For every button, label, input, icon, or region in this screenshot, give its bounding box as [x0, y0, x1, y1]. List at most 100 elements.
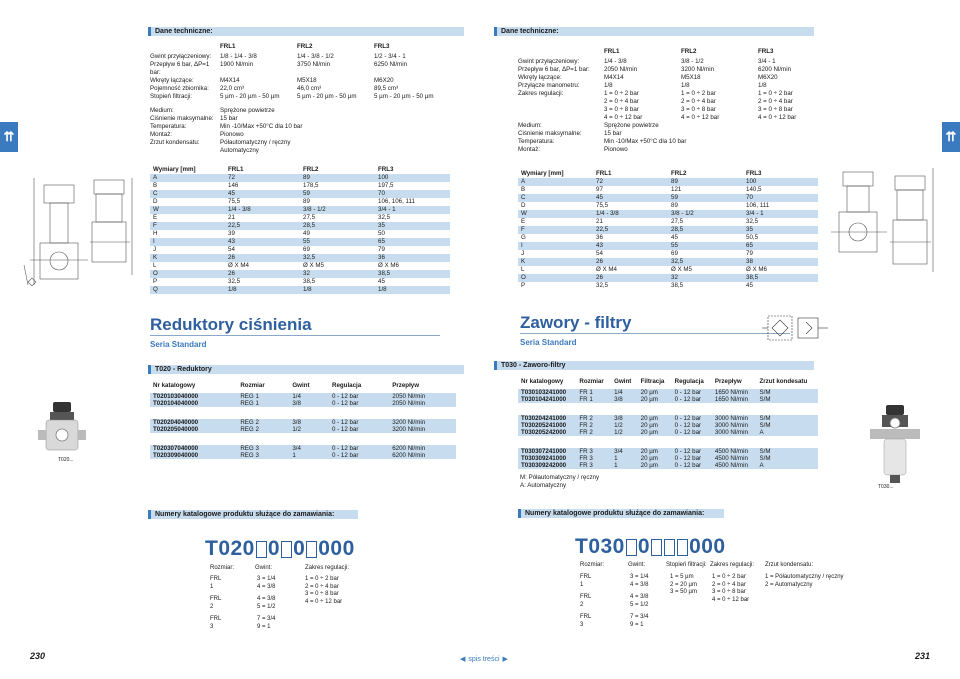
dim-cell: 22,5	[593, 226, 668, 234]
prod-cell: 1/4	[289, 393, 329, 400]
spec-row: Medium: Sprężone powietrze	[518, 122, 835, 130]
spec-label: Zrzut kondensatu:	[150, 139, 200, 146]
dim-row: B 146 178,5 197,5	[150, 182, 450, 190]
dim-cell: 45	[375, 278, 450, 286]
pneumatic-symbol	[762, 315, 828, 341]
dim-row: W 1/4 - 3/8 3/8 - 1/2 3/4 - 1	[150, 206, 450, 214]
order-suffix: 000	[318, 537, 355, 560]
prod-cell: 0 - 12 bar	[328, 393, 390, 400]
prod-cell: 4500 Nl/min	[711, 455, 757, 462]
prod-cell: 3/8	[611, 396, 638, 403]
spec-value: 3/8 - 1/2	[681, 58, 704, 65]
prod-header: Nr katalogowy	[518, 378, 577, 385]
spec-label: Gwint przyłączeniowy:	[150, 53, 212, 60]
spec-row: Zrzut kondensatu: Półautomatyczny / ręczn…	[150, 139, 451, 147]
dim-cell: 26	[593, 274, 668, 282]
dim-cell: 38,5	[668, 282, 743, 290]
dim-cell: 50	[375, 230, 450, 238]
spec-value: 4 = 0 ÷ 12 bar	[758, 114, 797, 121]
product-photo	[870, 405, 920, 483]
table-row: T030307241000 FR 3 3/4 20 µm 0 - 12 bar 4500 …	[518, 448, 818, 455]
dim-cell: A	[518, 178, 593, 186]
side-tab-icon: ⇈	[0, 122, 18, 152]
dim-cell: P	[518, 282, 593, 290]
prod-cell: 1	[611, 462, 638, 469]
spec-row: Montaż: Pionowo	[518, 146, 835, 154]
prod-cell: 3000 Nl/min	[711, 415, 757, 422]
dim-cell: 59	[300, 190, 375, 198]
spec-value: M5X18	[681, 74, 701, 81]
dim-cell: H	[150, 230, 225, 238]
dim-header: FRL2	[300, 166, 375, 174]
arrow-right-icon[interactable]: ▶	[502, 656, 508, 663]
spec-label: Temperatura:	[150, 123, 187, 130]
prod-cell: S/M	[756, 396, 818, 403]
prod-cell: 1	[289, 452, 329, 459]
prod-header: Filtracja	[637, 378, 672, 385]
toc-label[interactable]: spis treści	[468, 655, 500, 663]
dim-cell: J	[518, 250, 593, 258]
spec-block: FRL1 FRL2 FRL3 Gwint przyłączeniowy: 1/8 …	[150, 43, 451, 155]
ord-thread: 4 = 3/8	[257, 583, 276, 590]
ord-label: Zakres regulacji:	[305, 565, 350, 571]
table-row: T030104241000 FR 1 3/8 20 µm 0 - 12 bar 1650 …	[518, 396, 818, 403]
spec-col: FRL1	[220, 43, 236, 50]
table-row: T030204241000 FR 2 3/8 20 µm 0 - 12 bar 3000 …	[518, 415, 818, 422]
spec-row: Gwint przyłączeniowy: 1/8 - 1/4 - 3/8 1/4 …	[150, 53, 451, 61]
dim-cell: 97	[593, 186, 668, 194]
prod-cell: T030205241000	[518, 422, 577, 429]
dim-cell: 3/4 - 1	[375, 206, 450, 214]
ord-range: 2 = 0 ÷ 4 bar	[712, 581, 746, 588]
prod-cell: 3/8	[611, 415, 638, 422]
spec-value: 6250 Nl/min	[374, 61, 408, 68]
ord-filter: 3 = 50 µm	[670, 589, 697, 595]
spec-value: 89,5 cm³	[374, 85, 399, 92]
dim-cell: 55	[668, 242, 743, 250]
ord-range: 4 = 0 ÷ 12 bar	[305, 598, 343, 605]
technical-drawing	[831, 168, 934, 272]
ord-thread: 7 = 3/4	[630, 614, 649, 620]
dim-cell: F	[518, 226, 593, 234]
toc-link[interactable]: ◀ spis treści ▶	[460, 655, 508, 664]
spec-row: Automatyczny	[150, 147, 451, 155]
arrow-left-icon[interactable]: ◀	[460, 656, 466, 663]
dim-cell: 45	[668, 234, 743, 242]
prod-header: Gwint	[289, 382, 329, 389]
spec-value: 1900 Nl/min	[220, 61, 254, 68]
spec-value: Min -10/Max +50°C dla 10 bar	[604, 138, 687, 145]
dim-row: A 72 89 100	[518, 178, 818, 186]
prod-cell: 20 µm	[637, 455, 672, 462]
dim-cell: 49	[300, 230, 375, 238]
ord-size: FRL 3	[210, 616, 222, 630]
spec-row: Temperatura: Min -10/Max +50°C dla 10 bar	[518, 138, 835, 146]
table-row: T030103241000 FR 1 1/4 20 µm 0 - 12 bar 1650 …	[518, 389, 818, 396]
prod-cell: 1	[611, 455, 638, 462]
dim-cell: 59	[668, 194, 743, 202]
dim-cell: 75,5	[593, 202, 668, 210]
spec-value: 46,0 cm³	[297, 85, 322, 92]
prod-cell: 1/2	[611, 422, 638, 429]
spec-label: Wkręty łączące:	[150, 77, 194, 84]
dim-cell: 39	[225, 230, 300, 238]
prod-cell: REG 2	[237, 419, 290, 426]
spec-value: 6200 Nl/min	[758, 66, 792, 73]
dim-cell: 100	[375, 174, 450, 182]
page-title: Zawory - filtry	[520, 313, 632, 332]
spec-value: 2 = 0 ÷ 4 bar	[604, 98, 639, 105]
dim-row: D 75,5 89 106, 106, 111	[150, 198, 450, 206]
prod-cell: 20 µm	[637, 462, 672, 469]
dim-cell: 106, 111	[743, 202, 818, 210]
dim-cell: 1/4 - 3/8	[225, 206, 300, 214]
ord-label: Gwint:	[255, 565, 273, 571]
dim-cell: 32,5	[743, 218, 818, 226]
dim-cell: C	[150, 190, 225, 198]
dim-cell: 21	[225, 214, 300, 222]
spec-value: 1 = 0 ÷ 2 bar	[604, 90, 639, 97]
dim-cell: Ø X M5	[300, 262, 375, 270]
dim-cell: 89	[668, 202, 743, 210]
prod-cell: T020103040000	[150, 393, 238, 400]
spec-value: 1/8	[604, 82, 613, 89]
order-slot	[306, 540, 318, 558]
table-row: T020104040000 REG 1 3/8 0 - 12 bar 2050 Nl/m…	[150, 400, 456, 407]
spec-label: Ciśnienie maksymalne:	[150, 115, 214, 122]
